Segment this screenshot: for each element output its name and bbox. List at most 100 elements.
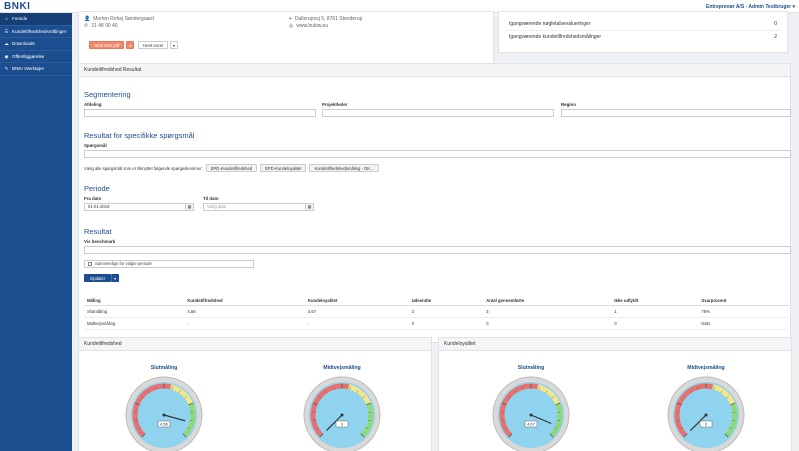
table-cell: 3	[483, 305, 612, 318]
gauge-tick	[147, 390, 150, 394]
to-date-input[interactable]: Vælg dato ▦	[203, 203, 314, 211]
contact-web[interactable]: www.bulow.eu	[296, 23, 329, 29]
gauge-hub	[704, 413, 708, 417]
chip-hint: Vælg alle spørgsmål som er tilknyttet fø…	[84, 165, 203, 171]
sidebar-item-label: Downloads	[12, 41, 35, 47]
gauge-needle	[326, 414, 343, 431]
save-pdf-button[interactable]: Gem som pdf	[89, 41, 125, 49]
gauge-title: Slutmåling	[150, 365, 178, 371]
gauge-readout: 0	[705, 422, 708, 427]
table-cell: 0	[483, 317, 612, 330]
field-label: Til dato	[203, 196, 219, 201]
map-marker-icon: ⌖	[289, 16, 292, 22]
gauge-tick	[315, 427, 319, 430]
gauge-tick	[679, 427, 683, 430]
gauge-title: Slutmåling	[517, 365, 545, 371]
gauge-tick	[555, 402, 561, 406]
table-row: Slutmåling 4,56 4,67 3 3 1 75%	[84, 305, 789, 318]
ongoing-count: 0	[774, 21, 777, 27]
update-button[interactable]: Opdatér	[84, 274, 112, 282]
department-select[interactable]	[84, 109, 316, 117]
export-excel-button[interactable]: Hent excel	[138, 41, 169, 49]
sidebar-item-kundetilfredshedsmaalinger[interactable]: ☰ Kundetilfredshedsmålinger	[0, 26, 72, 39]
sidebar-item-label: Kundetilfredshedsmålinger	[12, 28, 67, 34]
sidebar-item-downloads[interactable]: ☁ Downloads	[0, 38, 72, 51]
field-label: Vis benchmark	[84, 239, 116, 244]
calendar-icon[interactable]: ▦	[185, 204, 193, 210]
gauge-needle	[690, 414, 707, 431]
gauge-band	[132, 383, 172, 438]
logo[interactable]: BNKI	[4, 1, 31, 12]
wrench-icon: ✎	[4, 66, 9, 72]
ongoing-panel: Igangværende nøgletalsevalueringer 0 Iga…	[498, 11, 788, 53]
gauge-tick	[508, 396, 511, 399]
gauge-svg: 0	[303, 376, 381, 451]
gauge-tick	[729, 427, 733, 430]
compare-period-field: Sammenlign for valgte periode	[84, 260, 254, 268]
question-select[interactable]	[84, 150, 791, 158]
contact-address: Dalleruposj 5, 8761 Stenderup	[294, 16, 363, 22]
table-cell: Midtvejsmåling	[84, 317, 185, 330]
sidebar-item-bnki-vaerktoejer[interactable]: ✎ BNKI Værktøjer	[0, 63, 72, 76]
gauge-band	[310, 383, 350, 438]
table-row: Midtvejsmåling - - 0 0 0 NaN	[84, 317, 789, 330]
compare-checkbox[interactable]	[88, 262, 92, 266]
gauge-tick	[724, 433, 729, 438]
gauge-hub	[529, 413, 533, 417]
gauge-band	[674, 383, 714, 438]
gauge-tick	[514, 390, 517, 394]
chip-epd-kundeloyalitet[interactable]: EPD-Kundeloyalitet	[260, 164, 307, 172]
gauge-tick	[362, 396, 365, 399]
gauge-band	[499, 383, 539, 438]
section-title: Segmentering	[84, 90, 131, 99]
sidebar: ⌂ Forside ☰ Kundetilfredshedsmålinger ☁ …	[0, 13, 72, 451]
gauge-readout: 4,56	[160, 422, 169, 427]
chip-kundetilfredshedsmaaling-ok[interactable]: Kundetilfredshedsmåling - OK...	[309, 164, 379, 172]
gauge-panel-kundeloyalitet: Kundeloyalitet Slutmåling Midtvejsmåling…	[438, 337, 792, 451]
gauge-hub	[162, 413, 166, 417]
gauge-tick	[538, 386, 540, 390]
gauge-band	[712, 384, 736, 405]
gauge-readout-box	[524, 420, 538, 428]
column-header: Måling	[84, 296, 185, 306]
gauge-tick	[319, 396, 322, 399]
update-dropdown-toggle[interactable]: ▾	[111, 274, 120, 282]
sidebar-item-forside[interactable]: ⌂ Forside	[0, 13, 72, 26]
gauge-tick	[137, 427, 141, 430]
field-label: Region	[561, 102, 576, 107]
gauge-tick	[135, 419, 139, 421]
column-header: Antal gennemførte	[483, 296, 612, 306]
gauge-tick	[713, 386, 715, 390]
calendar-icon[interactable]: ▦	[305, 204, 313, 210]
gauge-tick	[504, 427, 508, 430]
specific-questions-section: Resultat for specifikke spørgsmål Spørgs…	[84, 131, 791, 172]
region-select[interactable]	[561, 109, 791, 117]
panel-title: Kundetilfredshed	[79, 338, 431, 351]
benchmark-select[interactable]	[84, 246, 791, 254]
contact-phone-row: ✆ 31 48 90 46	[84, 23, 118, 29]
gauge-tick	[501, 402, 507, 406]
column-header: Udsendte	[408, 296, 484, 306]
gauge-tick	[508, 433, 513, 438]
results-table: Måling Kundetilfredshed Kundeloyalitet U…	[84, 296, 789, 330]
globe-icon: ◉	[4, 53, 9, 59]
field-label: Afdeling	[84, 102, 102, 107]
survey-icon: ☰	[4, 28, 9, 34]
chip-epd-kundetilfredshed[interactable]: EPD-Kundetilfredshed	[205, 164, 258, 172]
gauge-tick	[726, 396, 729, 399]
sidebar-item-offentliggoerelse[interactable]: ◉ Offentliggørelse	[0, 51, 72, 64]
gauge-tick	[365, 427, 369, 430]
ongoing-label: Igangværende nøgletalsevalueringer	[509, 21, 591, 27]
from-date-input[interactable]: 01-01-2019 ▦	[84, 203, 194, 211]
table-cell: -	[184, 317, 305, 330]
gauge-tick	[360, 433, 365, 438]
column-header: Kundetilfredshed	[184, 296, 305, 306]
gauge-tick	[313, 419, 317, 421]
table-cell: 3	[408, 305, 484, 318]
update-button-group: Opdatér ▾	[84, 274, 789, 282]
project-manager-select[interactable]	[322, 109, 554, 117]
table-header-row: Måling Kundetilfredshed Kundeloyalitet U…	[84, 296, 789, 306]
excel-dropdown-toggle[interactable]: ▾	[170, 41, 179, 49]
user-menu[interactable]: Entreprenør A/S - Admin Testbruger ▾	[706, 4, 795, 10]
pdf-dropdown-toggle[interactable]: ▾	[126, 41, 135, 49]
